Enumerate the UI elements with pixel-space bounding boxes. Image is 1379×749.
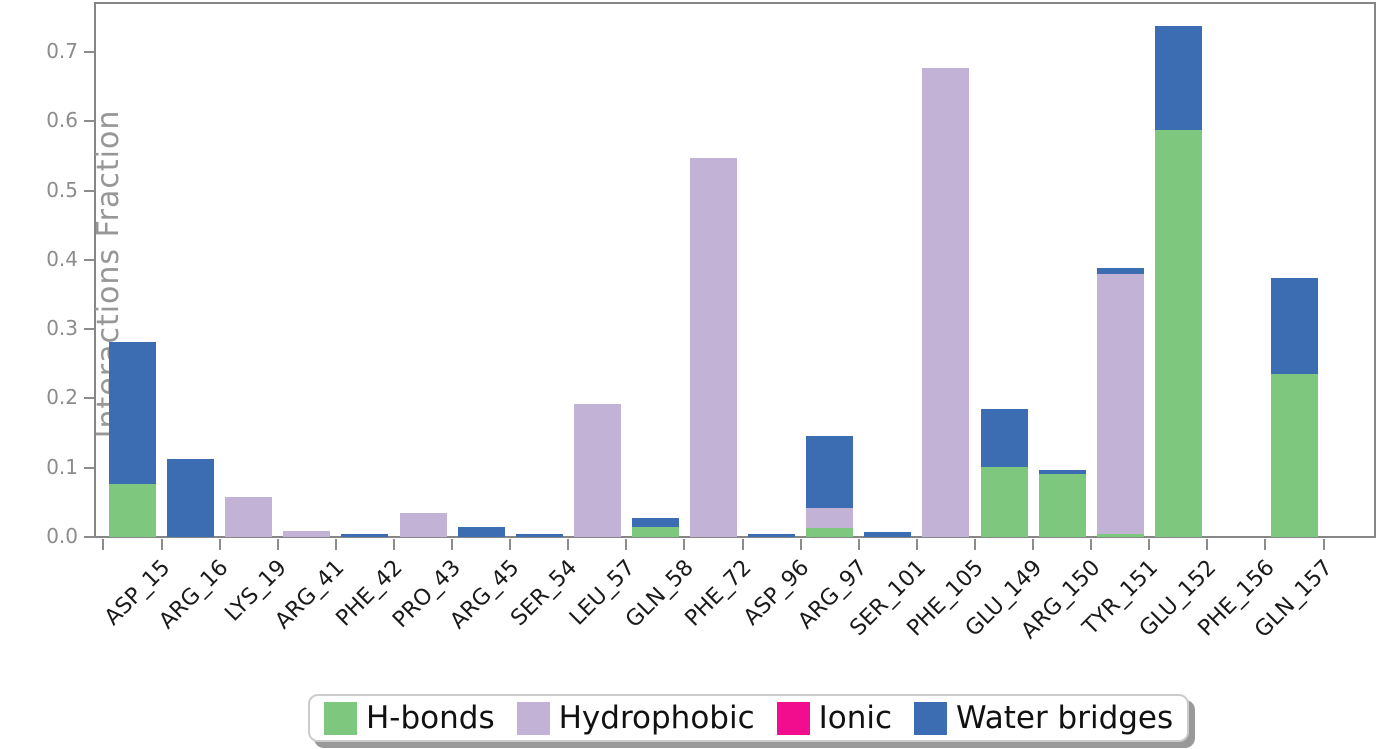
- bar-segment-water-bridges-ASP_15: [109, 342, 156, 484]
- y-tick-mark: [84, 466, 95, 469]
- y-tick-mark: [84, 120, 95, 123]
- x-tick-mark: [276, 539, 279, 550]
- x-tick-mark: [1090, 539, 1093, 550]
- bar-segment-hydrophobic-PHE_105: [922, 67, 970, 537]
- y-tick-label: 0.0: [46, 524, 78, 548]
- bar-segment-water-bridges-ARG_97: [806, 435, 854, 508]
- x-tick-mark: [857, 539, 860, 550]
- bar-segment-h-bonds-GLN_58: [631, 526, 679, 537]
- y-tick-label: 0.6: [46, 108, 78, 133]
- bar-segment-h-bonds-GLU_152: [1154, 129, 1202, 537]
- legend-item-water-bridges: Water bridges: [914, 701, 1173, 735]
- x-tick-mark: [160, 539, 163, 550]
- bar-segment-water-bridges-GLU_152: [1154, 26, 1202, 130]
- x-tick-mark: [915, 539, 918, 550]
- y-tick-label: 0.3: [46, 316, 78, 341]
- y-tick-mark: [84, 536, 95, 538]
- x-tick-mark: [392, 539, 395, 550]
- x-tick-mark: [973, 539, 976, 550]
- x-tick-mark: [1264, 539, 1267, 550]
- y-tick-label: 0.4: [46, 246, 78, 271]
- x-tick-mark: [683, 539, 686, 550]
- bar-segment-hydrophobic-PRO_43: [399, 513, 447, 537]
- bar-segment-water-bridges-TYR_151: [1096, 268, 1144, 274]
- bar-segment-hydrophobic-ARG_97: [806, 507, 854, 528]
- y-tick-mark: [84, 397, 95, 400]
- bar-segment-water-bridges-ASP_96: [748, 534, 796, 537]
- legend-label-ionic: Ionic: [818, 700, 893, 736]
- y-tick-mark: [84, 189, 95, 192]
- x-tick-mark: [102, 539, 105, 550]
- x-tick-mark: [625, 539, 628, 550]
- bar-segment-h-bonds-GLU_149: [980, 467, 1028, 537]
- bar-segment-hydrophobic-PHE_72: [690, 157, 737, 537]
- legend-label-h-bonds: H-bonds: [366, 700, 495, 736]
- y-tick-label: 0.5: [46, 177, 78, 202]
- x-tick-mark: [1206, 539, 1209, 550]
- bar-segment-hydrophobic-LEU_57: [573, 403, 621, 537]
- y-tick-label: 0.7: [46, 38, 78, 63]
- x-tick-mark: [799, 539, 802, 550]
- bar-segment-h-bonds-TYR_151: [1096, 534, 1144, 537]
- bar-segment-h-bonds-GLN_157: [1271, 374, 1318, 537]
- x-tick-mark: [567, 539, 570, 550]
- x-tick-mark: [741, 539, 744, 550]
- x-tick-mark: [509, 539, 512, 550]
- bar-segment-water-bridges-GLN_157: [1271, 277, 1318, 375]
- legend-swatch-h-bonds: [324, 701, 357, 735]
- x-tick-mark: [218, 539, 221, 550]
- legend-item-h-bonds: H-bonds: [324, 701, 495, 735]
- y-tick-mark: [84, 258, 95, 261]
- legend-swatch-water-bridges: [914, 701, 948, 735]
- legend-item-hydrophobic: Hydrophobic: [516, 700, 755, 736]
- bar-segment-water-bridges-PHE_42: [341, 533, 389, 537]
- bar-segment-hydrophobic-TYR_151: [1096, 273, 1144, 535]
- bar-segment-h-bonds-ASP_15: [109, 483, 156, 537]
- y-tick-label: 0.2: [46, 385, 78, 410]
- bar-segment-water-bridges-GLN_58: [631, 517, 679, 527]
- legend: H-bonds Hydrophobic Ionic Water bridges: [308, 694, 1190, 742]
- legend-label-water-bridges: Water bridges: [956, 700, 1174, 736]
- bar-segment-water-bridges-SER_54: [515, 533, 563, 537]
- x-tick-mark: [1148, 539, 1151, 550]
- bar-segment-hydrophobic-ARG_41: [283, 531, 331, 537]
- bar-segment-hydrophobic-LYS_19: [225, 497, 273, 537]
- bar-segment-water-bridges-ARG_150: [1038, 469, 1086, 474]
- legend-label-hydrophobic: Hydrophobic: [558, 700, 755, 736]
- bar-segment-water-bridges-ARG_45: [457, 527, 505, 537]
- bar-segment-water-bridges-GLU_149: [980, 409, 1028, 467]
- x-tick-mark: [1322, 539, 1325, 550]
- y-tick-label: 0.1: [46, 454, 78, 479]
- legend-item-ionic: Ionic: [776, 700, 893, 736]
- bar-segment-h-bonds-ARG_97: [806, 527, 854, 537]
- y-tick-mark: [84, 50, 95, 53]
- x-tick-mark: [334, 539, 337, 550]
- bar-segment-h-bonds-ARG_150: [1038, 473, 1086, 537]
- x-tick-mark: [451, 539, 454, 550]
- legend-swatch-ionic: [776, 701, 810, 735]
- y-tick-mark: [84, 328, 95, 331]
- bar-segment-water-bridges-SER_101: [864, 532, 912, 537]
- x-tick-mark: [1032, 539, 1035, 550]
- legend-swatch-hydrophobic: [516, 701, 550, 735]
- bar-segment-water-bridges-ARG_16: [167, 459, 215, 537]
